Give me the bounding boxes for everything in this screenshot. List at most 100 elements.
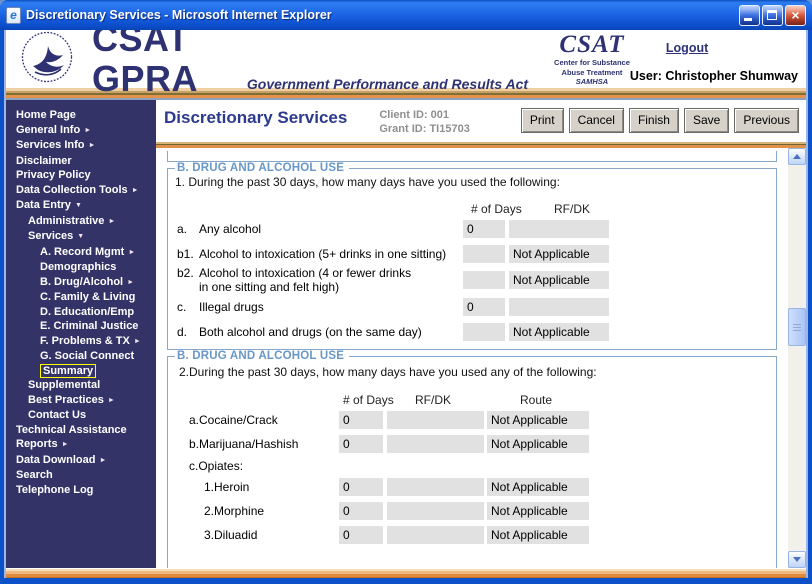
page-title: Discretionary Services bbox=[164, 108, 348, 127]
sidebar-item-a-record-mgmt[interactable]: A. Record Mgmt ► bbox=[6, 245, 156, 261]
section1-rows: a. Any alcohol 0 b1. Alcohol to intoxication… bbox=[168, 216, 776, 344]
sidebar-item-label: F. Problems & TX bbox=[40, 334, 130, 347]
section2-column-headers: # of Days RF/DK Route bbox=[168, 393, 776, 407]
sidebar-item-home-page[interactable]: Home Page bbox=[6, 108, 156, 123]
print-button[interactable]: Print bbox=[520, 108, 564, 133]
logout-link[interactable]: Logout bbox=[665, 41, 709, 55]
sidebar-item-label: A. Record Mgmt bbox=[40, 245, 125, 258]
sidebar-item-c-family-living[interactable]: C. Family & Living bbox=[6, 290, 156, 305]
route-field[interactable]: Not Applicable bbox=[487, 435, 589, 453]
row-prefix: c. bbox=[177, 299, 187, 314]
rfdk-field[interactable] bbox=[387, 411, 484, 429]
sidebar-item-data-collection-tools[interactable]: Data Collection Tools ► bbox=[6, 183, 156, 199]
sidebar-item-telephone-log[interactable]: Telephone Log bbox=[6, 483, 156, 498]
rfdk-field[interactable]: Not Applicable bbox=[509, 322, 609, 341]
sidebar-item-data-entry[interactable]: Data Entry ▼ bbox=[6, 198, 156, 214]
rfdk-field[interactable] bbox=[509, 219, 609, 238]
sidebar-item-f-problems-tx[interactable]: F. Problems & TX ► bbox=[6, 334, 156, 350]
chevron-down-icon bbox=[793, 557, 801, 562]
sidebar-item-label: Disclaimer bbox=[16, 154, 72, 167]
vertical-scrollbar[interactable] bbox=[788, 148, 806, 568]
days-field[interactable]: 0 bbox=[339, 526, 383, 544]
maximize-button[interactable] bbox=[762, 4, 783, 26]
row-text: Alcohol to intoxication (4 or fewer drin… bbox=[199, 266, 412, 294]
days-field[interactable]: 0 bbox=[339, 435, 383, 453]
days-field[interactable]: 0 bbox=[339, 411, 383, 429]
finish-button[interactable]: Finish bbox=[628, 108, 679, 133]
sidebar-item-label: Home Page bbox=[16, 109, 76, 121]
row-text: Illegal drugs bbox=[199, 299, 264, 314]
close-icon: × bbox=[791, 6, 800, 23]
window-controls: × bbox=[739, 4, 806, 26]
days-field[interactable]: 0 bbox=[463, 297, 505, 316]
sidebar-item-data-download[interactable]: Data Download ► bbox=[6, 453, 156, 469]
previous-button[interactable]: Previous bbox=[734, 108, 799, 133]
sidebar-item-label: C. Family & Living bbox=[40, 291, 136, 303]
sidebar-item-demographics[interactable]: Demographics bbox=[6, 260, 156, 275]
sidebar-item-general-info[interactable]: General Info ► bbox=[6, 123, 156, 139]
sidebar-item-contact-us[interactable]: Contact Us bbox=[6, 408, 156, 423]
sidebar-item-label: Data Collection Tools bbox=[16, 183, 128, 196]
csat-logo-line2: Abuse Treatment bbox=[561, 67, 623, 77]
rfdk-field[interactable] bbox=[387, 502, 484, 520]
row-label: b.Marijuana/Hashish bbox=[189, 437, 299, 451]
row-label: c. Illegal drugs bbox=[168, 300, 463, 314]
cancel-button[interactable]: Cancel bbox=[568, 108, 624, 133]
title-bar[interactable]: e Discretionary Services - Microsoft Int… bbox=[0, 0, 812, 30]
sidebar-item-g-social-connect[interactable]: G. Social Connect bbox=[6, 349, 156, 364]
rfdk-field[interactable] bbox=[387, 435, 484, 453]
sidebar-item-administrative[interactable]: Administrative ► bbox=[6, 214, 156, 230]
sidebar-item-technical-assistance[interactable]: Technical Assistance bbox=[6, 423, 156, 438]
days-field[interactable] bbox=[463, 244, 505, 263]
sidebar-item-best-practices[interactable]: Best Practices ► bbox=[6, 393, 156, 409]
route-field[interactable]: Not Applicable bbox=[487, 502, 589, 520]
save-button[interactable]: Save bbox=[683, 108, 730, 133]
sidebar-item-reports[interactable]: Reports ► bbox=[6, 437, 156, 453]
sidebar-item-e-criminal-justice[interactable]: E. Criminal Justice bbox=[6, 319, 156, 334]
col-route-header: Route bbox=[520, 393, 553, 407]
days-field[interactable]: 0 bbox=[339, 478, 383, 496]
sidebar-item-services[interactable]: Services ▼ bbox=[6, 229, 156, 245]
row-label: b1. Alcohol to intoxication (5+ drinks in… bbox=[168, 247, 463, 261]
rfdk-field[interactable]: Not Applicable bbox=[509, 244, 609, 263]
brand: CSAT GPRA Government Performance and Res… bbox=[92, 30, 528, 99]
sidebar-item-disclaimer[interactable]: Disclaimer bbox=[6, 154, 156, 169]
scrollbar-track[interactable] bbox=[788, 165, 806, 551]
days-field[interactable]: 0 bbox=[463, 219, 505, 238]
sidebar-item-d-education-emp[interactable]: D. Education/Emp bbox=[6, 305, 156, 320]
sidebar-item-summary[interactable]: Summary bbox=[6, 363, 156, 379]
sidebar-item-label: Data Entry bbox=[16, 199, 72, 211]
down-arrow-icon: ▼ bbox=[77, 233, 85, 240]
scrollbar-thumb[interactable] bbox=[788, 308, 806, 346]
csat-logo-line1: Center for Substance bbox=[554, 58, 630, 68]
scroll-up-button[interactable] bbox=[788, 148, 806, 165]
days-field[interactable] bbox=[463, 322, 505, 341]
days-field[interactable]: 0 bbox=[339, 502, 383, 520]
rfdk-field[interactable] bbox=[387, 478, 484, 496]
close-button[interactable]: × bbox=[785, 4, 806, 26]
sidebar-item-b-drug-alcohol[interactable]: B. Drug/Alcohol ► bbox=[6, 275, 156, 291]
route-field[interactable]: Not Applicable bbox=[487, 411, 589, 429]
days-field[interactable] bbox=[463, 271, 505, 289]
row-label: b2. Alcohol to intoxication (4 or fewer d… bbox=[168, 266, 463, 294]
sidebar-item-services-info[interactable]: Services Info ► bbox=[6, 138, 156, 154]
hhs-eagle-icon bbox=[21, 31, 73, 82]
scroll-down-button[interactable] bbox=[788, 551, 806, 568]
route-field[interactable]: Not Applicable bbox=[487, 526, 589, 544]
sidebar-item-label: General Info bbox=[16, 123, 81, 136]
sidebar-item-search[interactable]: Search bbox=[6, 468, 156, 483]
row-label: d. Both alcohol and drugs (on the same da… bbox=[168, 325, 463, 339]
rfdk-field[interactable] bbox=[387, 526, 484, 544]
route-field[interactable]: Not Applicable bbox=[487, 478, 589, 496]
question2-row: 1.Heroin 0 Not Applicable bbox=[168, 475, 776, 499]
sidebar-item-label: Data Download bbox=[16, 453, 96, 466]
sidebar-item-supplemental[interactable]: Supplemental bbox=[6, 378, 156, 393]
sidebar-item-label: Search bbox=[16, 469, 53, 481]
sidebar-item-privacy-policy[interactable]: Privacy Policy bbox=[6, 168, 156, 183]
right-arrow-icon: ► bbox=[61, 441, 69, 448]
minimize-button[interactable] bbox=[739, 4, 760, 26]
rfdk-field[interactable]: Not Applicable bbox=[509, 271, 609, 289]
rfdk-field[interactable] bbox=[509, 297, 609, 316]
section1-question: 1. During the past 30 days, how many day… bbox=[175, 175, 560, 189]
